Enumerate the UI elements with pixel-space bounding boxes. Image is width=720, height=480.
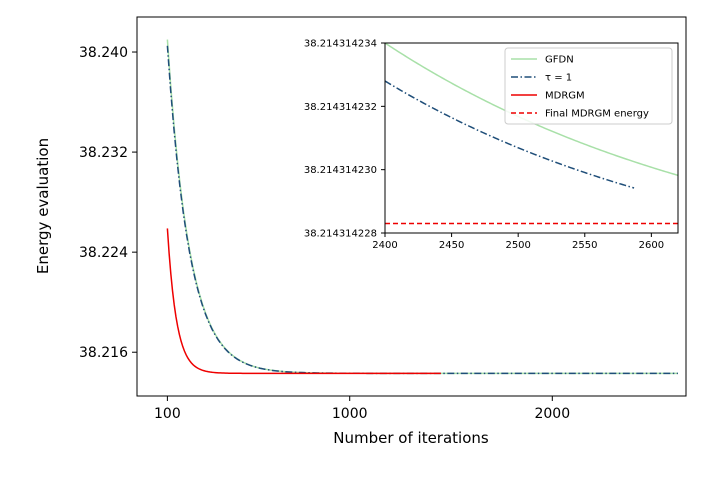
y-axis-label: Energy evaluation [34,138,52,274]
inset-legend: GFDN τ = 1 MDRGM Final MDRGM energy [504,47,673,125]
inset-y-tick-label: 38.214314228 [304,229,377,240]
legend-label-gfdn: GFDN [545,55,574,66]
main-y-tick-label: 38.224 [79,245,128,261]
legend-label-1: τ = 1 [545,73,572,84]
main-plot-layer: 100 1000 2000 38.216 38.224 38.232 38.240 [79,39,678,422]
main-x-tick-label: 1000 [332,406,368,422]
inset-x-tick-label: 2600 [639,240,664,251]
legend-label-final-mdrgm-energy: Final MDRGM energy [545,109,649,120]
main-x-tick-label: 2000 [534,406,570,422]
main-x-tick-label: 100 [154,406,181,422]
main-plot-frame [136,16,687,397]
inset-plot-frame [384,42,679,234]
main-series-mdrgm-line [166,228,441,375]
main-y-tick-label: 38.232 [79,145,128,161]
inset-x-tick-label: 2500 [505,240,530,251]
inset-y-tick-label: 38.214314234 [304,39,377,50]
inset-y-tick-label: 38.214314230 [304,165,377,176]
inset-x-tick-label: 2550 [572,240,597,251]
inset-x-tick-label: 2400 [372,240,397,251]
inset-series-1-line [385,80,635,189]
x-axis-label: Number of iterations [333,429,489,447]
legend-frame [504,47,673,125]
legend-label-mdrgm: MDRGM [545,91,585,102]
inset-y-tick-label: 38.214314232 [304,102,377,113]
main-y-tick-label: 38.240 [79,45,128,61]
main-y-tick-label: 38.216 [79,345,128,361]
inset-x-tick-label: 2450 [439,240,464,251]
